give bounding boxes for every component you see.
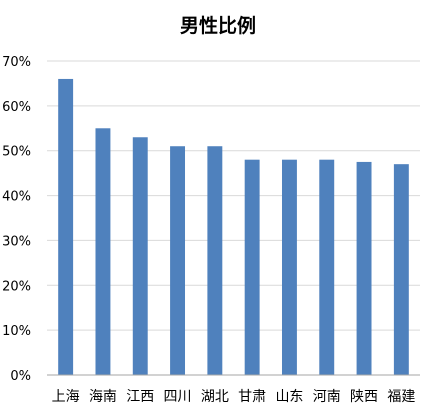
chart-title: 男性比例: [180, 14, 256, 37]
bar: [207, 146, 223, 375]
bar: [95, 128, 111, 375]
bar: [58, 78, 74, 375]
bar: [393, 164, 409, 375]
x-tick-label: 甘肃: [238, 389, 266, 405]
y-tick-label: 70%: [2, 55, 31, 70]
bars: [58, 78, 409, 375]
x-tick-label: 陕西: [350, 389, 378, 405]
bar: [132, 137, 148, 375]
y-tick-label: 20%: [2, 279, 31, 294]
y-tick-label: 50%: [2, 145, 31, 160]
bar: [281, 159, 297, 375]
bar: [356, 161, 372, 375]
y-tick-label: 10%: [2, 324, 31, 339]
bar: [244, 159, 260, 375]
x-tick-label: 上海: [52, 389, 80, 405]
y-tick-label: 30%: [2, 234, 31, 249]
y-tick-label: 40%: [2, 190, 31, 205]
x-tick-label: 河南: [313, 389, 341, 405]
bar: [170, 146, 186, 375]
x-tick-label: 山东: [275, 389, 303, 405]
y-tick-label: 60%: [2, 100, 31, 115]
x-tick-label: 湖北: [201, 389, 229, 405]
x-tick-label: 海南: [89, 389, 117, 405]
y-tick-label: 0%: [10, 369, 31, 384]
y-axis-ticks: 0% 10% 20% 30% 40% 50% 60% 70%: [2, 55, 31, 384]
x-tick-label: 福建: [387, 389, 415, 405]
x-tick-label: 江西: [126, 389, 154, 405]
bar: [319, 159, 335, 375]
x-tick-label: 四川: [164, 389, 192, 405]
x-axis-ticks: 上海 海南 江西 四川 湖北 甘肃 山东 河南 陕西 福建: [52, 389, 416, 405]
